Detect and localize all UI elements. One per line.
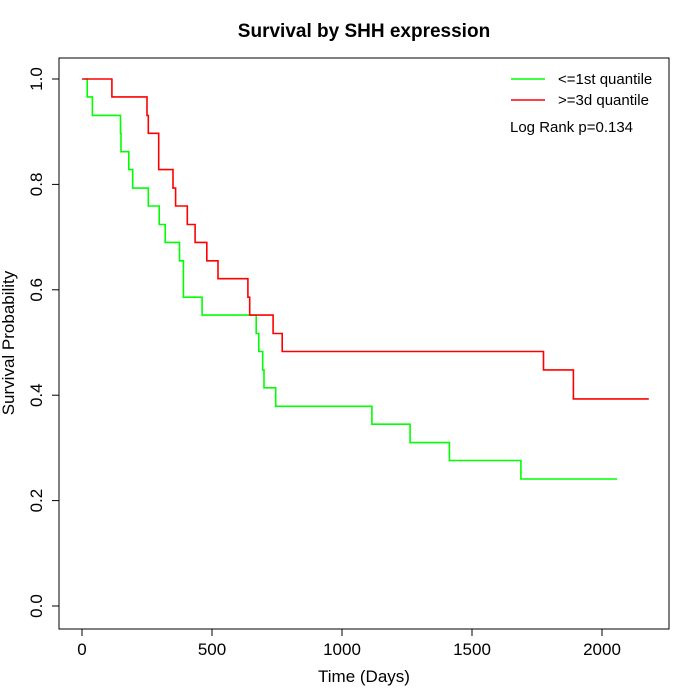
series-line-1 — [82, 78, 649, 400]
plot-frame — [58, 57, 670, 630]
series-layer — [82, 78, 649, 480]
legend-label: >=3d quantile — [558, 92, 649, 109]
x-axis-label: Time (Days) — [318, 667, 410, 686]
y-tick-label: 0.2 — [27, 489, 46, 513]
x-tick-label: 1500 — [453, 640, 491, 659]
series-line-0 — [85, 78, 618, 480]
x-tick-label: 500 — [198, 640, 226, 659]
x-tick-label: 2000 — [583, 640, 621, 659]
y-tick-label: 1.0 — [27, 67, 46, 91]
chart-title: Survival by SHH expression — [238, 21, 490, 42]
y-tick-label: 0.4 — [27, 383, 46, 407]
x-tick-label: 0 — [77, 640, 86, 659]
legend: <=1st quantile >=3d quantile — [511, 71, 652, 109]
x-axis: 0 500 1000 1500 2000 — [77, 628, 621, 659]
legend-label: <=1st quantile — [558, 71, 652, 88]
y-tick-label: 0.8 — [27, 173, 46, 197]
y-axis: 0.0 0.2 0.4 0.6 0.8 1.0 — [27, 67, 60, 618]
y-axis-label: Survival Probability — [0, 270, 18, 415]
y-tick-label: 0.0 — [27, 594, 46, 618]
log-rank-annotation: Log Rank p=0.134 — [510, 119, 633, 136]
y-tick-label: 0.6 — [27, 278, 46, 302]
x-tick-label: 1000 — [323, 640, 361, 659]
